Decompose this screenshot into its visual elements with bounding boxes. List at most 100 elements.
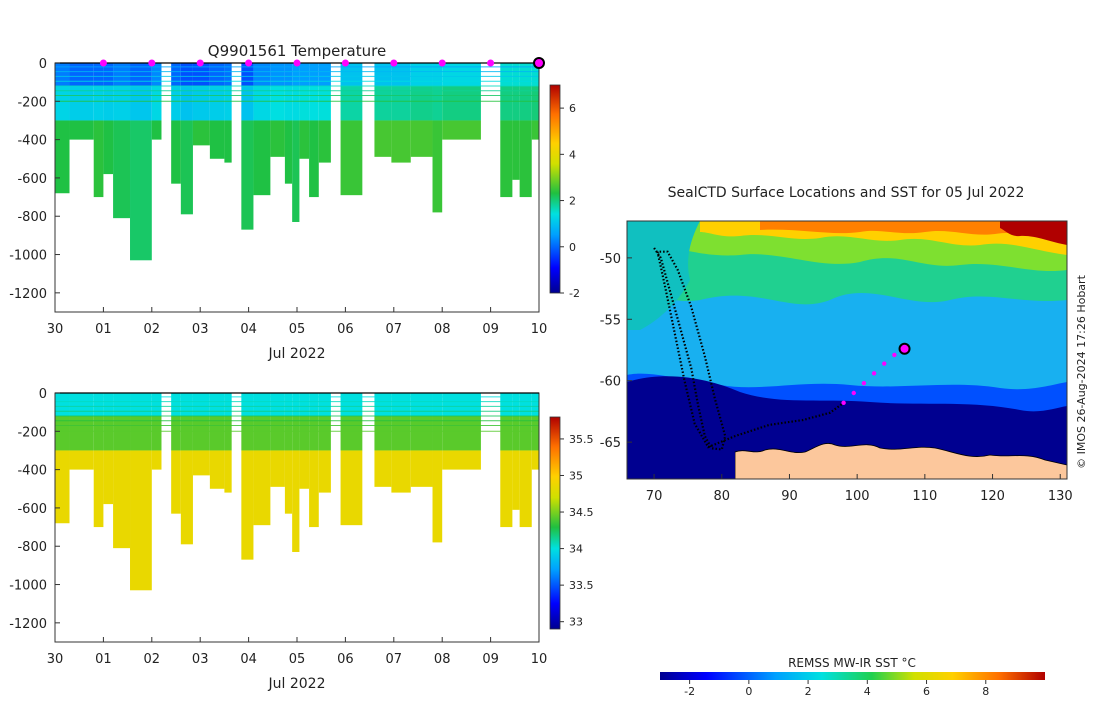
profile-deep-cell xyxy=(93,450,104,528)
surface-location-marker xyxy=(487,59,495,67)
profile-mid-cell xyxy=(374,85,392,121)
profile-surface-cell xyxy=(500,393,513,416)
recent-position-marker xyxy=(851,390,856,396)
salinity-colorbar-ticks: 33 33.5 34 34.5 35 35.5 xyxy=(560,433,594,629)
x-tick-label: 10 xyxy=(531,652,548,667)
profile-mid-cell xyxy=(171,415,181,451)
profile-surface-cell xyxy=(270,63,285,86)
profile-deep-cell xyxy=(241,120,254,230)
profile-deep-cell xyxy=(299,120,310,159)
profile-mid-cell xyxy=(270,85,285,121)
profile-deep-cell xyxy=(531,450,539,470)
y-tick-label: -1000 xyxy=(9,579,47,594)
profile-mid-cell xyxy=(55,415,70,451)
profile-deep-cell xyxy=(500,120,513,198)
profile-surface-cell xyxy=(55,393,70,416)
profile-deep-cell xyxy=(512,120,520,180)
profile-surface-cell xyxy=(103,63,114,86)
x-tick-label: 07 xyxy=(386,322,403,337)
profile-surface-cell xyxy=(130,393,152,416)
lon-tick-label: 90 xyxy=(781,489,798,504)
profile-surface-cell xyxy=(531,63,539,86)
profile-deep-cell xyxy=(309,120,319,198)
profile-surface-cell xyxy=(500,63,513,86)
profile-mid-cell xyxy=(209,85,225,121)
profile-deep-cell xyxy=(151,120,162,140)
colorbar-tick-label: 33.5 xyxy=(569,579,594,592)
profile-surface-cell xyxy=(519,393,532,416)
salinity-colorbar xyxy=(550,417,560,629)
profile-surface-cell xyxy=(180,393,193,416)
recent-position-marker xyxy=(861,380,867,386)
profile-mid-cell xyxy=(318,85,331,121)
profile-deep-cell xyxy=(340,120,363,196)
salinity-thin-layers xyxy=(55,396,539,432)
sst-colorbar-tick-label: 4 xyxy=(864,685,871,698)
x-tick-label: 08 xyxy=(434,652,451,667)
profile-deep-cell xyxy=(432,120,443,213)
temperature-colorbar-ticks: -2 0 2 4 6 xyxy=(560,102,580,300)
x-tick-label: 07 xyxy=(386,652,403,667)
profile-mid-cell xyxy=(69,85,94,121)
profile-deep-cell xyxy=(410,450,433,487)
last-position-marker xyxy=(898,342,911,355)
profile-surface-cell xyxy=(284,393,293,416)
surface-location-marker xyxy=(390,59,398,67)
salinity-profiles xyxy=(55,393,539,591)
lat-tick-label: -55 xyxy=(600,313,621,328)
profile-deep-cell xyxy=(531,120,539,140)
profile-deep-cell xyxy=(209,120,225,159)
sst-hottest-band xyxy=(1000,221,1067,245)
profile-deep-cell xyxy=(519,120,532,198)
profile-surface-cell xyxy=(241,393,254,416)
profile-mid-cell xyxy=(512,415,520,451)
x-tick-label: 30 xyxy=(47,322,64,337)
profile-deep-cell xyxy=(410,120,433,157)
temperature-x-label: Jul 2022 xyxy=(268,346,326,362)
profile-deep-cell xyxy=(209,450,225,489)
colorbar-tick-label: 33 xyxy=(569,616,583,629)
profile-mid-cell xyxy=(340,85,363,121)
x-tick-label: 06 xyxy=(337,322,354,337)
profile-surface-cell xyxy=(442,393,481,416)
x-tick-label: 10 xyxy=(531,322,548,337)
profile-surface-cell xyxy=(512,63,520,86)
profile-surface-cell xyxy=(299,63,310,86)
profile-mid-cell xyxy=(442,415,481,451)
sst-colorbar-tick-label: 2 xyxy=(805,685,812,698)
lat-tick-label: -65 xyxy=(600,436,621,451)
colorbar-tick-label: 4 xyxy=(569,148,576,161)
surface-location-marker xyxy=(293,59,301,67)
profile-mid-cell xyxy=(224,85,232,121)
profile-surface-cell xyxy=(209,63,225,86)
x-tick-label: 04 xyxy=(240,652,257,667)
temperature-title: Q9901561 Temperature xyxy=(208,42,386,60)
lat-tick-label: -60 xyxy=(600,375,621,390)
profile-deep-cell xyxy=(241,450,254,560)
profile-deep-cell xyxy=(340,450,363,526)
profile-mid-cell xyxy=(130,415,152,451)
profile-surface-cell xyxy=(309,393,319,416)
surface-location-marker xyxy=(341,59,349,67)
x-tick-label: 02 xyxy=(144,322,161,337)
sst-colorbar-tick-label: 6 xyxy=(923,685,930,698)
profile-deep-cell xyxy=(374,450,392,487)
surface-location-marker xyxy=(99,59,107,67)
y-tick-label: -400 xyxy=(17,464,47,479)
sst-colorbar-tick-label: 0 xyxy=(745,685,752,698)
profile-deep-cell xyxy=(284,450,293,514)
profile-mid-cell xyxy=(180,85,193,121)
profile-surface-cell xyxy=(93,393,104,416)
lon-tick-label: 120 xyxy=(980,489,1005,504)
profile-mid-cell xyxy=(241,415,254,451)
profile-mid-cell xyxy=(391,85,411,121)
temperature-colorbar-frame xyxy=(549,84,561,294)
x-tick-label: 01 xyxy=(95,652,112,667)
profile-surface-cell xyxy=(442,63,481,86)
x-tick-label: 02 xyxy=(144,652,161,667)
profile-surface-cell xyxy=(224,393,232,416)
profile-mid-cell xyxy=(432,415,443,451)
profile-surface-cell xyxy=(151,63,162,86)
temperature-profiles xyxy=(55,63,539,261)
profile-deep-cell xyxy=(391,120,411,163)
